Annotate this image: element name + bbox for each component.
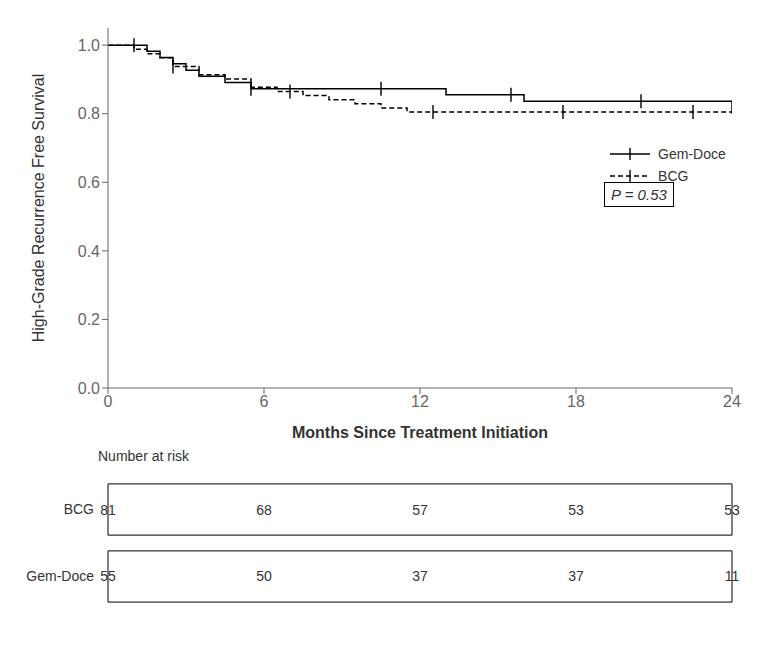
html-text:Number at risk: Number at risk: [98, 448, 189, 464]
svg-text:37: 37: [568, 568, 584, 584]
svg-text:55: 55: [100, 568, 116, 584]
svg-text:0.6: 0.6: [78, 174, 100, 191]
svg-text:37: 37: [412, 568, 428, 584]
html-text:P = 0.53: P = 0.53: [611, 186, 667, 203]
svg-text:0.0: 0.0: [78, 380, 100, 397]
svg-text:BCG: BCG: [64, 501, 94, 517]
svg-text:Months Since Treatment Initiat: Months Since Treatment Initiation: [292, 424, 548, 441]
svg-text:Gem-Doce: Gem-Doce: [26, 568, 94, 584]
svg-text:0.2: 0.2: [78, 311, 100, 328]
svg-text:57: 57: [412, 502, 428, 518]
svg-text:0.4: 0.4: [78, 243, 100, 260]
svg-text:0.8: 0.8: [78, 105, 100, 122]
svg-text:0: 0: [104, 393, 113, 410]
svg-text:53: 53: [724, 502, 740, 518]
svg-text:81: 81: [100, 502, 116, 518]
svg-text:18: 18: [567, 393, 585, 410]
svg-text:6: 6: [260, 393, 269, 410]
svg-text:50: 50: [256, 568, 272, 584]
svg-text:11: 11: [725, 568, 740, 584]
html-text:Gem-Doce: Gem-Doce: [658, 146, 726, 163]
svg-text:24: 24: [723, 393, 741, 410]
svg-text:High-Grade Recurrence Free Sur: High-Grade Recurrence Free Survival: [30, 74, 47, 343]
svg-text:53: 53: [568, 502, 584, 518]
svg-text:1.0: 1.0: [78, 37, 100, 54]
svg-text:68: 68: [256, 502, 272, 518]
svg-text:12: 12: [411, 393, 429, 410]
html-text:BCG: BCG: [658, 168, 689, 185]
